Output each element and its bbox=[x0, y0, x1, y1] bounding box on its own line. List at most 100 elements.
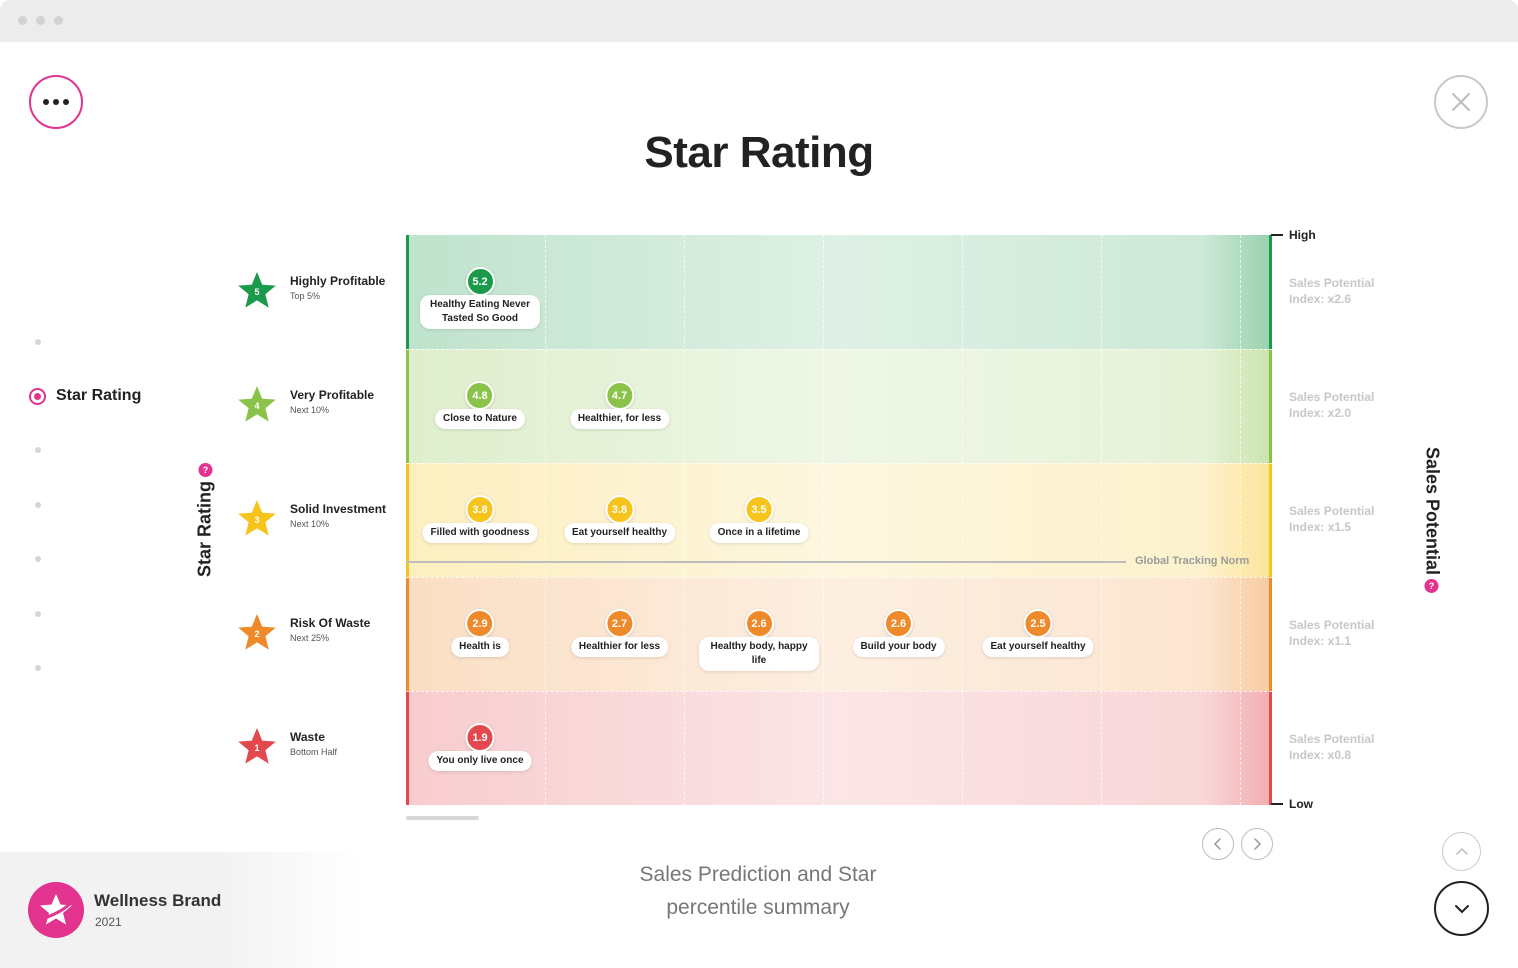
concept-item[interactable]: 2.6 Healthy body, happy life bbox=[699, 609, 819, 671]
band-4-right-edge bbox=[1269, 349, 1272, 463]
concept-item[interactable]: 2.6 Build your body bbox=[852, 609, 945, 657]
chart-grid bbox=[406, 235, 1272, 805]
concept-item[interactable]: 4.8 Close to Nature bbox=[435, 381, 525, 429]
score-badge: 3.5 bbox=[744, 495, 774, 524]
nav-item-star-rating[interactable]: Star Rating bbox=[29, 387, 141, 405]
nav-dot[interactable] bbox=[35, 665, 41, 671]
band-percentile: Next 25% bbox=[290, 633, 330, 643]
band-label-text: Highly Profitable Top 5% bbox=[290, 274, 385, 301]
band-name: Highly Profitable bbox=[290, 274, 386, 288]
high-tick bbox=[1271, 234, 1283, 236]
star-count: 1 bbox=[254, 743, 259, 753]
help-icon[interactable]: ? bbox=[1425, 579, 1439, 594]
band-name: Risk Of Waste bbox=[290, 616, 371, 630]
star-count: 5 bbox=[254, 287, 259, 297]
scroll-down-button[interactable] bbox=[1434, 881, 1489, 936]
concept-label: Healthier, for less bbox=[569, 409, 670, 429]
menu-button[interactable] bbox=[29, 75, 83, 129]
concept-item[interactable]: 2.7 Healthier for less bbox=[570, 609, 669, 657]
concept-label: Healthy body, happy life bbox=[699, 637, 819, 671]
nav-dot[interactable] bbox=[35, 339, 41, 345]
band-percentile: Next 10% bbox=[290, 405, 330, 415]
more-horizontal-icon bbox=[43, 99, 49, 105]
low-label: Low bbox=[1289, 797, 1313, 811]
band-label-text: Risk Of Waste Next 25% bbox=[290, 616, 370, 643]
star-icon: 3 bbox=[238, 500, 276, 536]
band-label-text: Very Profitable Next 10% bbox=[290, 388, 374, 415]
star-icon: 1 bbox=[238, 728, 276, 764]
band-1-right-edge bbox=[1269, 691, 1272, 805]
score-badge: 2.6 bbox=[883, 609, 913, 638]
concept-item[interactable]: 1.9 You only live once bbox=[428, 723, 532, 771]
score-badge: 3.8 bbox=[605, 495, 634, 524]
star-icon bbox=[39, 894, 74, 925]
nav-dot[interactable] bbox=[35, 611, 41, 617]
band-2-left-edge bbox=[406, 577, 409, 691]
star-icon: 4 bbox=[238, 386, 276, 422]
column-divider bbox=[823, 235, 824, 805]
star-icon: 2 bbox=[238, 614, 276, 650]
chart-caption: Sales Prediction and Star percentile sum… bbox=[608, 858, 908, 924]
concept-item[interactable]: 3.8 Eat yourself healthy bbox=[563, 495, 676, 543]
next-button[interactable] bbox=[1241, 828, 1273, 860]
concept-label: Close to Nature bbox=[435, 409, 525, 429]
band-divider bbox=[406, 349, 1272, 350]
concept-item[interactable]: 5.2 Healthy Eating Never Tasted So Good bbox=[420, 267, 540, 329]
sales-index-1: Sales Potential Index: x0.8 bbox=[1289, 732, 1375, 762]
help-icon[interactable]: ? bbox=[198, 462, 212, 477]
band-3-left-edge bbox=[406, 463, 409, 577]
concept-label: Healthier for less bbox=[570, 637, 669, 657]
brand-year: 2021 bbox=[95, 915, 122, 929]
concept-label: Once in a lifetime bbox=[709, 523, 809, 543]
column-divider bbox=[1240, 235, 1241, 805]
brand-logo bbox=[28, 882, 84, 938]
column-divider bbox=[545, 235, 546, 805]
nav-dot[interactable] bbox=[35, 447, 41, 453]
concept-label: Build your body bbox=[852, 637, 945, 657]
window-dot bbox=[36, 16, 45, 25]
band-4-background bbox=[406, 349, 1272, 463]
scroll-up-button[interactable] bbox=[1442, 832, 1481, 871]
score-badge: 2.5 bbox=[1023, 609, 1053, 638]
column-divider bbox=[684, 235, 685, 805]
band-label-1: 1 Waste Bottom Half bbox=[236, 726, 337, 768]
band-percentile: Bottom Half bbox=[290, 747, 338, 757]
band-4-left-edge bbox=[406, 349, 409, 463]
concept-item[interactable]: 2.5 Eat yourself healthy bbox=[982, 609, 1094, 657]
band-label-text: Solid Investment Next 10% bbox=[290, 502, 386, 529]
star-icon: 5 bbox=[238, 272, 276, 308]
close-icon bbox=[1452, 93, 1470, 111]
global-norm-label: Global Tracking Norm bbox=[1135, 555, 1250, 567]
sales-index-2: Sales Potential Index: x1.1 bbox=[1289, 618, 1375, 648]
chevron-right-icon bbox=[1254, 838, 1262, 850]
score-badge: 2.6 bbox=[744, 609, 774, 638]
concept-item[interactable]: 3.8 Filled with goodness bbox=[422, 495, 538, 543]
nav-dot[interactable] bbox=[35, 556, 41, 562]
sales-potential-label: Sales Potential ? bbox=[1422, 447, 1443, 594]
score-badge: 5.2 bbox=[465, 267, 495, 296]
page-title: Star Rating bbox=[644, 128, 874, 177]
score-badge: 4.7 bbox=[605, 381, 634, 410]
sales-index-3: Sales Potential Index: x1.5 bbox=[1289, 504, 1375, 534]
concept-label: Healthy Eating Never Tasted So Good bbox=[420, 295, 540, 329]
band-1-left-edge bbox=[406, 691, 409, 805]
nav-item-label: Star Rating bbox=[56, 387, 142, 404]
concept-item[interactable]: 3.5 Once in a lifetime bbox=[709, 495, 809, 543]
sales-index-5: Sales Potential Index: x2.6 bbox=[1289, 276, 1375, 306]
close-button[interactable] bbox=[1434, 75, 1488, 129]
concept-item[interactable]: 4.7 Healthier, for less bbox=[569, 381, 670, 429]
concept-item[interactable]: 2.9 Health is bbox=[451, 609, 509, 657]
band-label-3: 3 Solid Investment Next 10% bbox=[236, 498, 386, 540]
column-divider bbox=[962, 235, 963, 805]
high-label: High bbox=[1289, 228, 1316, 242]
band-percentile: Top 5% bbox=[290, 291, 321, 301]
prev-button[interactable] bbox=[1202, 828, 1234, 860]
band-2-background bbox=[406, 577, 1272, 691]
concept-label: Filled with goodness bbox=[422, 523, 538, 543]
nav-dot[interactable] bbox=[35, 502, 41, 508]
concept-label: You only live once bbox=[428, 751, 532, 771]
horizontal-scrollbar[interactable] bbox=[406, 816, 479, 820]
band-name: Solid Investment bbox=[290, 502, 387, 516]
score-badge: 1.9 bbox=[465, 723, 495, 752]
low-tick bbox=[1271, 803, 1283, 805]
